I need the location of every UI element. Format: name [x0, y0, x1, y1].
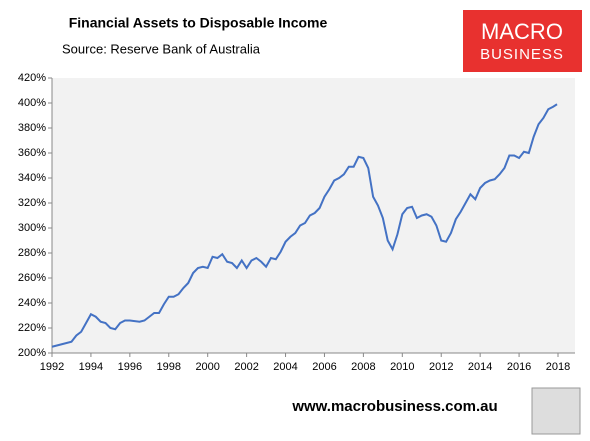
plot-area — [52, 78, 575, 353]
data-line — [51, 103, 558, 348]
x-tick-label: 2014 — [468, 361, 492, 373]
x-tick-label: 1994 — [79, 361, 103, 373]
chart-subtitle: Source: Reserve Bank of Australia — [62, 41, 261, 56]
y-tick-label: 340% — [18, 172, 46, 184]
y-tick-label: 240% — [18, 297, 46, 309]
x-tick-label: 2012 — [429, 361, 453, 373]
logo — [463, 10, 582, 72]
y-tick-label: 360% — [18, 147, 46, 159]
y-tick-label: 260% — [18, 272, 46, 284]
x-tick-label: 2018 — [546, 361, 570, 373]
y-tick-label: 320% — [18, 197, 46, 209]
footer: www.macrobusiness.com.au — [291, 398, 497, 415]
x-tick-label: 2016 — [507, 361, 531, 373]
y-tick-label: 420% — [18, 72, 46, 84]
y-tick-label: 220% — [18, 322, 46, 334]
x-tick-label: 2006 — [312, 361, 336, 373]
x-tick-label: 1998 — [157, 361, 181, 373]
wolf-icon — [531, 387, 581, 435]
x-tick-label: 1992 — [40, 361, 64, 373]
x-tick-label: 2000 — [195, 361, 219, 373]
y-tick-label: 400% — [18, 97, 46, 109]
x-tick-label: 1996 — [118, 361, 142, 373]
x-tick-label: 2008 — [351, 361, 375, 373]
logo-top: MACRO — [481, 19, 563, 44]
y-tick-label: 280% — [18, 247, 46, 259]
chart-title: Financial Assets to Disposable Income — [69, 15, 328, 31]
x-tick-label: 2004 — [273, 361, 297, 373]
logo-bottom: BUSINESS — [480, 46, 564, 63]
y-tick-label: 380% — [18, 122, 46, 134]
y-tick-label: 200% — [18, 347, 46, 359]
y-tick-label: 300% — [18, 222, 46, 234]
x-tick-label: 2002 — [234, 361, 258, 373]
x-tick-label: 2010 — [390, 361, 414, 373]
